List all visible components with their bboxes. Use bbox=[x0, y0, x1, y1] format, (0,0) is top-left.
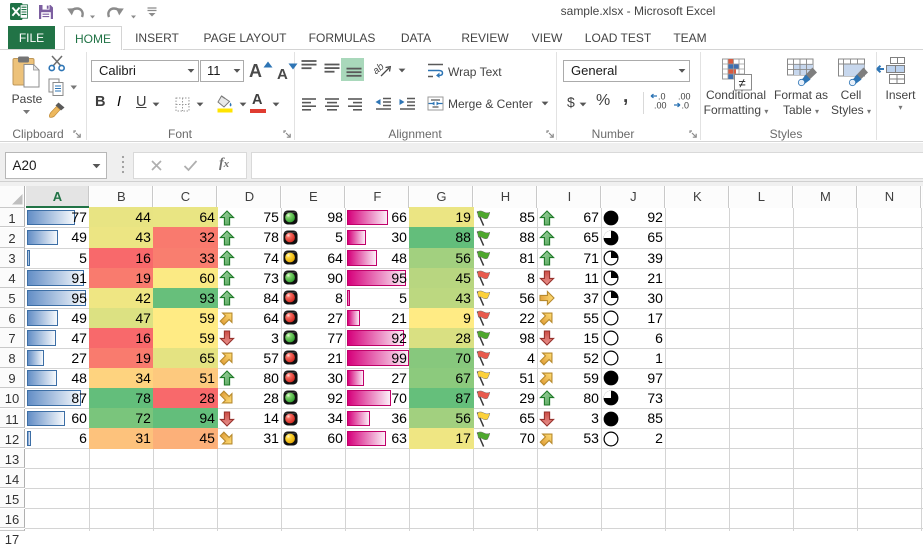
svg-text:.00: .00 bbox=[654, 101, 667, 111]
svg-text:≠: ≠ bbox=[739, 76, 746, 91]
svg-text:.0: .0 bbox=[658, 92, 666, 102]
svg-text:.0: .0 bbox=[682, 101, 690, 111]
svg-text:.00: .00 bbox=[678, 92, 691, 102]
svg-text:ab: ab bbox=[374, 61, 387, 77]
